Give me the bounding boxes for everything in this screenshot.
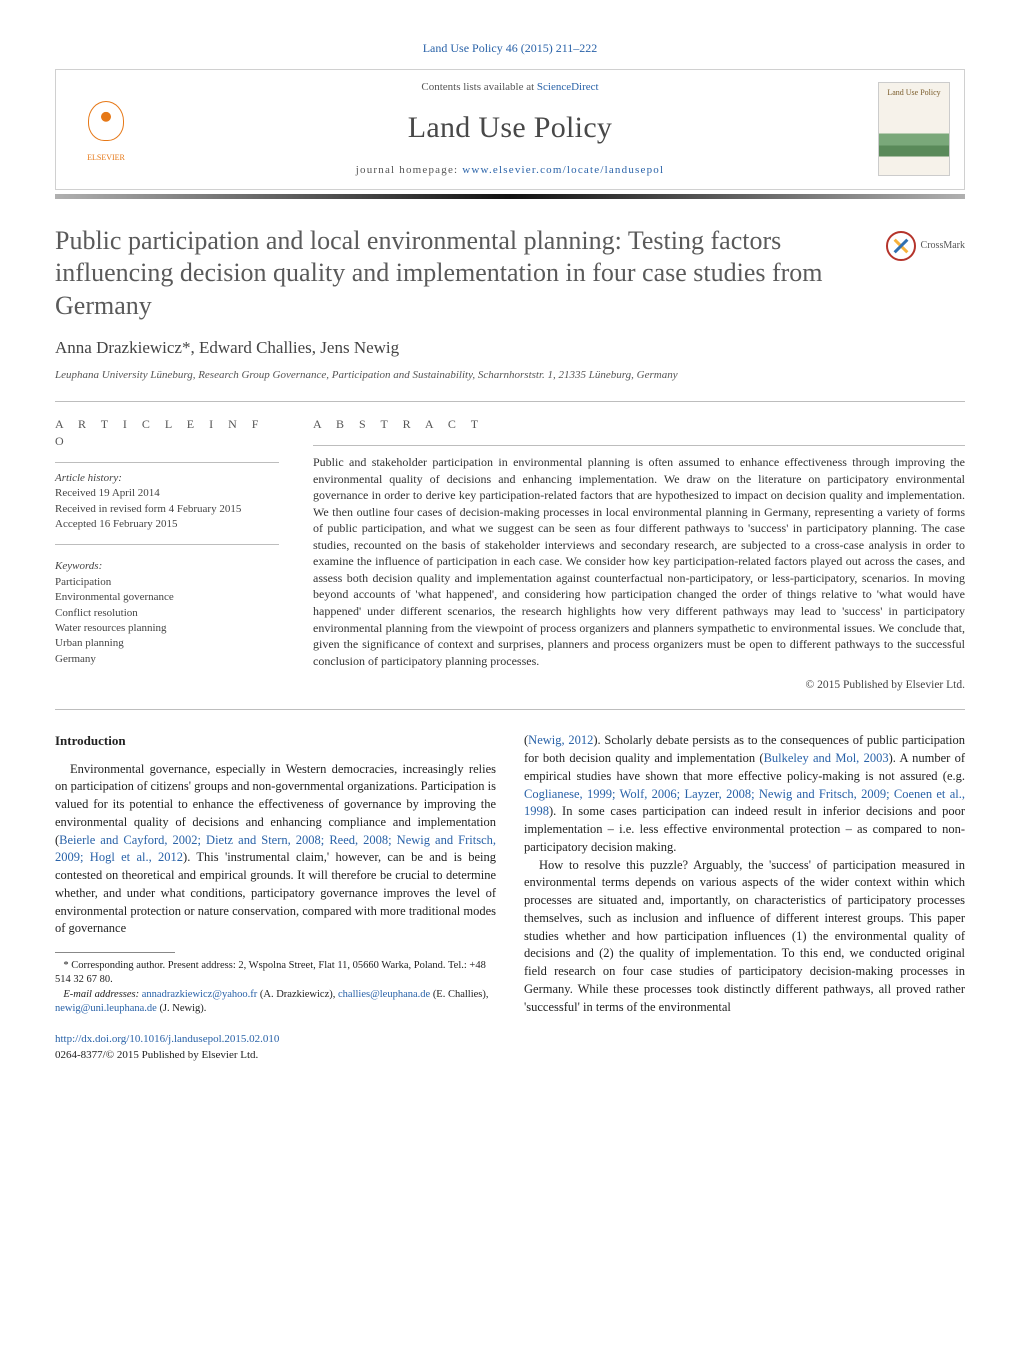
footnote-rule bbox=[55, 952, 175, 953]
info-abstract-row: A R T I C L E I N F O Article history: R… bbox=[55, 416, 965, 693]
issn-line: 0264-8377/© 2015 Published by Elsevier L… bbox=[55, 1048, 496, 1064]
elsevier-logo: ELSEVIER bbox=[70, 89, 142, 169]
divider bbox=[55, 709, 965, 710]
journal-reference: Land Use Policy 46 (2015) 211–222 bbox=[55, 40, 965, 57]
keywords-label: Keywords: bbox=[55, 559, 279, 574]
page: Land Use Policy 46 (2015) 211–222 ELSEVI… bbox=[0, 0, 1020, 1093]
copyright-line: © 2015 Published by Elsevier Ltd. bbox=[313, 677, 965, 693]
article-title: Public participation and local environme… bbox=[55, 225, 872, 323]
citation-link[interactable]: Newig, 2012 bbox=[528, 733, 593, 747]
doi-link[interactable]: http://dx.doi.org/10.1016/j.landusepol.2… bbox=[55, 1033, 279, 1045]
article-history: Article history: Received 19 April 2014 … bbox=[55, 471, 279, 667]
journal-header: ELSEVIER Contents lists available at Sci… bbox=[55, 69, 965, 190]
email-addresses: E-mail addresses: annadrazkiewicz@yahoo.… bbox=[55, 988, 496, 1016]
affiliation: Leuphana University Lüneburg, Research G… bbox=[55, 368, 965, 383]
divider bbox=[55, 544, 279, 545]
keyword: Urban planning bbox=[55, 636, 279, 651]
corresponding-author-note: * Corresponding author. Present address:… bbox=[55, 959, 496, 987]
history-revised: Received in revised form 4 February 2015 bbox=[55, 502, 279, 517]
body-paragraph: Environmental governance, especially in … bbox=[55, 761, 496, 939]
article-info-heading: A R T I C L E I N F O bbox=[55, 416, 279, 450]
abstract-text: Public and stakeholder participation in … bbox=[313, 454, 965, 669]
abstract-column: A B S T R A C T Public and stakeholder p… bbox=[313, 416, 965, 693]
body-paragraph: How to resolve this puzzle? Arguably, th… bbox=[524, 857, 965, 1017]
crossmark-label: CrossMark bbox=[921, 239, 965, 253]
section-heading-introduction: Introduction bbox=[55, 732, 496, 750]
title-row: Public participation and local environme… bbox=[55, 225, 965, 323]
history-label: Article history: bbox=[55, 471, 279, 486]
email-who: (E. Challies), bbox=[430, 989, 488, 1000]
keyword: Environmental governance bbox=[55, 590, 279, 605]
citation-link[interactable]: Bulkeley and Mol, 2003 bbox=[764, 751, 889, 765]
abstract-heading: A B S T R A C T bbox=[313, 416, 965, 433]
crossmark-icon bbox=[886, 231, 916, 261]
email-link[interactable]: challies@leuphana.de bbox=[338, 989, 430, 1000]
keyword: Conflict resolution bbox=[55, 606, 279, 621]
body-paragraph: (Newig, 2012). Scholarly debate persists… bbox=[524, 732, 965, 856]
email-link[interactable]: annadrazkiewicz@yahoo.fr bbox=[142, 989, 258, 1000]
history-accepted: Accepted 16 February 2015 bbox=[55, 517, 279, 532]
publisher-name: ELSEVIER bbox=[87, 152, 125, 163]
header-gradient-bar bbox=[55, 194, 965, 199]
elsevier-tree-icon bbox=[82, 96, 130, 148]
crossmark-badge[interactable]: CrossMark bbox=[886, 231, 965, 261]
homepage-prefix: journal homepage: bbox=[356, 164, 463, 176]
article-footer: http://dx.doi.org/10.1016/j.landusepol.2… bbox=[55, 1032, 496, 1063]
contents-line: Contents lists available at ScienceDirec… bbox=[142, 80, 878, 95]
journal-title: Land Use Policy bbox=[142, 107, 878, 149]
keyword: Germany bbox=[55, 652, 279, 667]
body-text: ). In some cases participation can indee… bbox=[524, 804, 965, 854]
cover-caption: Land Use Policy bbox=[887, 88, 940, 97]
body-two-column: Introduction Environmental governance, e… bbox=[55, 732, 965, 1063]
sciencedirect-link[interactable]: ScienceDirect bbox=[537, 81, 599, 93]
email-label: E-mail addresses: bbox=[63, 989, 141, 1000]
footnotes: * Corresponding author. Present address:… bbox=[55, 959, 496, 1016]
history-received: Received 19 April 2014 bbox=[55, 486, 279, 501]
divider bbox=[313, 445, 965, 446]
homepage-line: journal homepage: www.elsevier.com/locat… bbox=[142, 163, 878, 178]
keyword: Water resources planning bbox=[55, 621, 279, 636]
email-who: (J. Newig). bbox=[157, 1003, 207, 1014]
contents-prefix: Contents lists available at bbox=[421, 81, 536, 93]
journal-cover-thumbnail: Land Use Policy bbox=[878, 82, 950, 176]
divider bbox=[55, 401, 965, 402]
authors: Anna Drazkiewicz*, Edward Challies, Jens… bbox=[55, 336, 965, 360]
email-link[interactable]: newig@uni.leuphana.de bbox=[55, 1003, 157, 1014]
divider bbox=[55, 462, 279, 463]
article-info-column: A R T I C L E I N F O Article history: R… bbox=[55, 416, 279, 693]
header-center: Contents lists available at ScienceDirec… bbox=[142, 80, 878, 179]
email-who: (A. Drazkiewicz), bbox=[257, 989, 338, 1000]
homepage-link[interactable]: www.elsevier.com/locate/landusepol bbox=[462, 164, 664, 176]
keyword: Participation bbox=[55, 575, 279, 590]
